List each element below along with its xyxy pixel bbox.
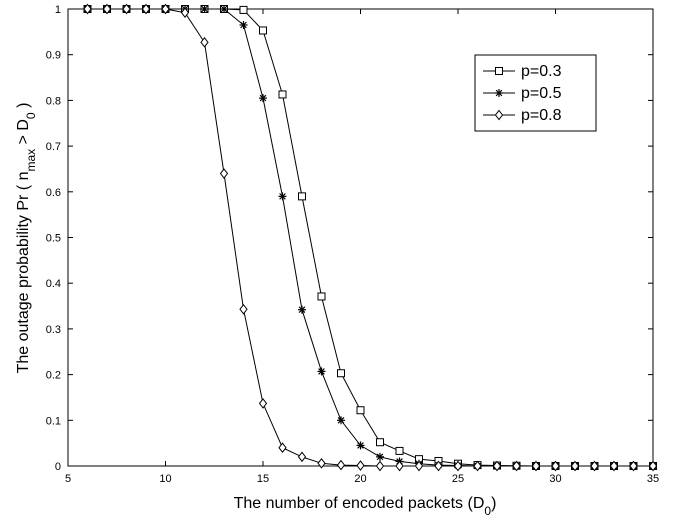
legend-item: p=0.5	[483, 85, 562, 102]
x-tick-label: 30	[549, 473, 561, 485]
data-point	[473, 460, 482, 472]
data-point	[259, 94, 267, 103]
data-point	[337, 369, 345, 378]
data-point	[375, 460, 385, 472]
legend-item: p=0.3	[483, 63, 562, 80]
data-point	[161, 3, 170, 15]
legend-label: p=0.3	[521, 63, 562, 80]
data-point	[648, 460, 658, 472]
data-point	[298, 192, 306, 201]
data-point	[239, 303, 248, 315]
data-point	[278, 442, 287, 454]
data-point	[141, 3, 151, 15]
data-point	[356, 406, 365, 415]
data-point	[239, 5, 248, 14]
x-tick-label: 20	[354, 473, 366, 485]
y-tick-label: 0.5	[46, 233, 61, 245]
data-point	[298, 305, 306, 314]
y-tick-label: 0.2	[46, 370, 61, 382]
legend-item: p=0.8	[483, 107, 562, 124]
data-point	[297, 451, 307, 463]
legend-label: p=0.5	[521, 85, 562, 102]
data-point	[414, 460, 424, 472]
data-point	[570, 460, 580, 472]
y-tick-label: 0.8	[46, 95, 61, 107]
y-tick-label: 0	[55, 461, 61, 473]
data-point	[278, 90, 287, 99]
series	[83, 3, 658, 472]
data-point	[239, 20, 248, 29]
data-point	[512, 460, 521, 472]
x-axis-label: The number of encoded packets (D0)	[234, 495, 497, 518]
data-point	[376, 452, 384, 461]
data-point	[317, 367, 326, 376]
data-point	[102, 3, 112, 15]
y-tick-label: 0.6	[46, 187, 61, 199]
data-point	[259, 26, 267, 35]
data-point	[551, 460, 560, 472]
data-point	[492, 460, 502, 472]
legend-label: p=0.8	[521, 107, 562, 124]
data-point	[336, 459, 346, 471]
x-tick-label: 5	[65, 473, 71, 485]
legend-marker	[495, 67, 503, 75]
data-point	[356, 441, 365, 450]
legend-marker	[495, 89, 503, 97]
y-tick-label: 0.9	[46, 50, 61, 62]
data-point	[220, 5, 228, 13]
x-tick-label: 35	[647, 473, 659, 485]
data-point	[395, 460, 404, 472]
x-tick-label: 25	[452, 473, 464, 485]
y-tick-label: 0.4	[46, 278, 61, 290]
y-tick-label: 0.7	[46, 141, 61, 153]
data-point	[337, 416, 345, 425]
y-tick-label: 0.3	[46, 324, 61, 336]
data-point	[356, 460, 365, 471]
data-point	[395, 446, 404, 455]
data-point	[531, 460, 541, 472]
data-point	[180, 7, 190, 18]
data-point	[629, 460, 638, 472]
data-point	[200, 37, 209, 48]
data-point	[219, 168, 229, 179]
legend: p=0.3 p=0.5 p=0.8	[474, 54, 597, 132]
data-point	[609, 460, 619, 472]
data-point	[200, 5, 209, 13]
data-point	[376, 438, 384, 447]
y-tick-label: 1	[55, 4, 61, 16]
series-p=0.8	[83, 3, 658, 472]
data-point	[590, 460, 599, 472]
data-point	[434, 460, 443, 472]
data-point	[317, 457, 326, 469]
legend-marker	[494, 109, 504, 121]
data-point	[453, 460, 463, 472]
data-point	[83, 3, 92, 15]
y-tick-label: 0.1	[46, 415, 61, 427]
x-tick-label: 15	[257, 473, 269, 485]
data-point	[278, 192, 287, 201]
data-point	[122, 3, 131, 15]
x-tick-label: 10	[159, 473, 171, 485]
y-axis-label: The outage probability Pr ( nmax > D0 )	[15, 103, 38, 374]
data-point	[258, 398, 268, 409]
data-point	[317, 292, 326, 301]
